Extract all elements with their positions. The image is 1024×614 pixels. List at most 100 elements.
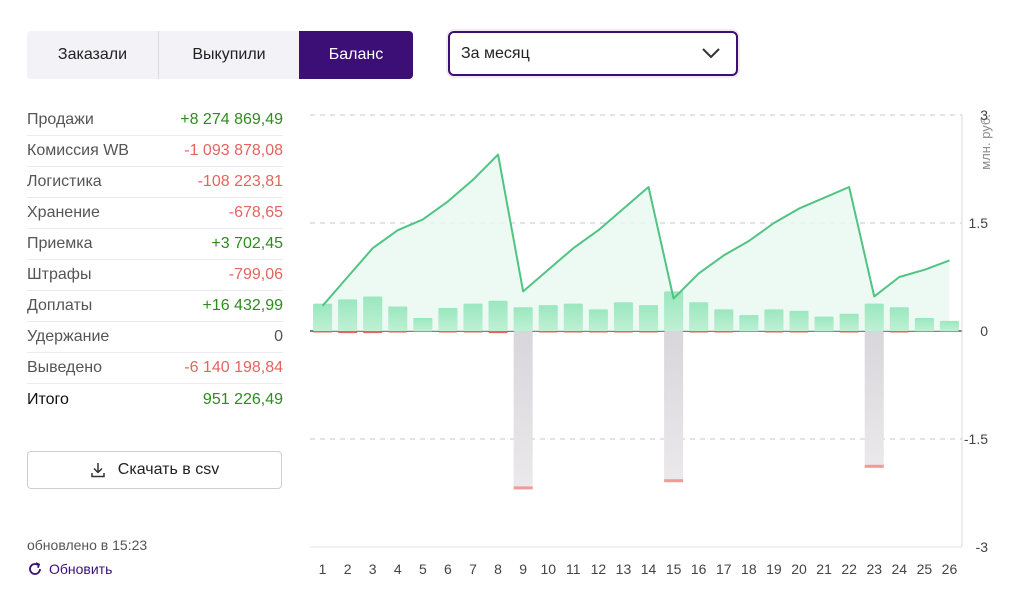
- summary-label: Комиссия WB: [27, 142, 129, 159]
- summary-row: Хранение -678,65: [27, 198, 283, 229]
- refresh-link[interactable]: Обновить: [27, 561, 112, 577]
- x-tick-label: 25: [917, 561, 933, 577]
- bar-positive: [413, 318, 433, 331]
- bar-negative: [388, 331, 408, 333]
- bar-negative: [463, 331, 483, 333]
- period-select-value: За месяц: [461, 44, 530, 62]
- bar-positive: [613, 302, 633, 331]
- summary-row: Доплаты +16 432,99: [27, 291, 283, 322]
- bar-negative: [939, 331, 959, 332]
- y-tick-label: 1.5: [969, 215, 989, 231]
- x-tick-label: 12: [591, 561, 607, 577]
- summary-label: Выведено: [27, 359, 103, 376]
- x-tick-label: 23: [866, 561, 882, 577]
- x-tick-label: 2: [344, 561, 352, 577]
- bar-negative: [588, 331, 608, 333]
- bar-positive: [714, 309, 734, 331]
- bar-negative: [764, 331, 784, 333]
- download-csv-label: Скачать в csv: [117, 461, 220, 478]
- bar-negative: [438, 331, 458, 333]
- bar-negative: [814, 331, 834, 332]
- summary-value: -108 223,81: [197, 173, 283, 190]
- x-tick-label: 1: [319, 561, 327, 577]
- summary-label: Приемка: [27, 235, 93, 252]
- bar-negative-cap: [864, 464, 884, 468]
- bar-positive: [313, 303, 333, 331]
- x-tick-label: 9: [519, 561, 527, 577]
- bar-positive: [864, 303, 884, 331]
- bar-negative: [313, 331, 333, 333]
- summary-label: Итого: [27, 390, 69, 408]
- tab-ordered[interactable]: Заказали: [27, 31, 158, 79]
- summary-row: Приемка +3 702,45: [27, 229, 283, 260]
- bar-positive: [463, 303, 483, 331]
- tab-balance[interactable]: Баланс: [299, 31, 413, 79]
- x-tick-label: 7: [469, 561, 477, 577]
- bar-positive: [513, 307, 533, 331]
- period-select[interactable]: За месяц: [448, 31, 738, 76]
- bar-negative: [639, 331, 659, 333]
- summary-label: Хранение: [27, 204, 100, 221]
- x-tick-label: 20: [791, 561, 807, 577]
- bar-positive: [689, 302, 709, 331]
- summary-value: +3 702,45: [211, 235, 283, 252]
- x-tick-label: 16: [691, 561, 707, 577]
- view-tabs: Заказали Выкупили Баланс: [27, 31, 413, 79]
- bar-negative: [739, 331, 759, 332]
- bar-positive: [388, 306, 408, 331]
- summary-value: +16 432,99: [202, 297, 283, 314]
- bar-negative: [563, 331, 583, 333]
- bar-positive: [363, 296, 383, 331]
- summary-value: 0: [274, 328, 283, 345]
- bar-negative-cap: [664, 479, 684, 483]
- bar-positive: [438, 307, 458, 331]
- download-csv-button[interactable]: Скачать в csv: [27, 451, 282, 489]
- x-tick-label: 6: [444, 561, 452, 577]
- summary-label: Логистика: [27, 173, 102, 190]
- summary-label: Штрафы: [27, 266, 92, 283]
- bar-negative: [513, 331, 533, 490]
- summary-label: Продажи: [27, 111, 94, 128]
- balance-area: [322, 154, 950, 331]
- x-tick-label: 10: [540, 561, 556, 577]
- y-tick-label: -1.5: [964, 431, 988, 447]
- y-tick-label: -3: [976, 539, 989, 555]
- summary-row: Комиссия WB -1 093 878,08: [27, 136, 283, 167]
- summary-value: -1 093 878,08: [184, 142, 283, 159]
- bar-negative: [689, 331, 709, 333]
- x-tick-label: 3: [369, 561, 377, 577]
- bar-negative: [789, 331, 809, 333]
- bar-negative: [363, 331, 383, 334]
- x-tick-label: 15: [666, 561, 682, 577]
- x-tick-label: 14: [641, 561, 657, 577]
- bar-negative: [338, 331, 358, 334]
- updated-time: обновлено в 15:23: [27, 537, 148, 553]
- bar-negative: [714, 331, 734, 333]
- bar-positive: [588, 309, 608, 331]
- balance-chart: млн. руб. 31.50-1.5-31 2 3 4 5 6 7 8 9 10 11 12 13 14…: [310, 107, 993, 577]
- x-tick-label: 11: [566, 561, 581, 577]
- bar-positive: [764, 309, 784, 331]
- y-unit-label: млн. руб.: [978, 114, 993, 170]
- summary-row: Итого 951 226,49: [27, 384, 283, 415]
- summary-value: -799,06: [228, 266, 283, 283]
- summary-row: Логистика -108 223,81: [27, 167, 283, 198]
- bar-positive: [914, 318, 934, 331]
- bar-negative: [538, 331, 558, 333]
- bar-negative: [613, 331, 633, 333]
- summary-value: +8 274 869,49: [180, 111, 283, 128]
- x-tick-label: 21: [816, 561, 832, 577]
- x-tick-label: 19: [766, 561, 782, 577]
- bar-positive: [664, 291, 684, 331]
- bar-positive: [814, 316, 834, 331]
- x-tick-label: 22: [841, 561, 857, 577]
- x-tick-label: 4: [394, 561, 402, 577]
- bar-negative: [488, 331, 508, 334]
- summary-value: -678,65: [228, 204, 283, 221]
- tab-bought[interactable]: Выкупили: [158, 31, 299, 79]
- bar-positive: [488, 300, 508, 331]
- x-tick-label: 17: [716, 561, 732, 577]
- summary-row: Выведено -6 140 198,84: [27, 353, 283, 384]
- bar-negative: [664, 331, 684, 483]
- bar-negative: [914, 331, 934, 332]
